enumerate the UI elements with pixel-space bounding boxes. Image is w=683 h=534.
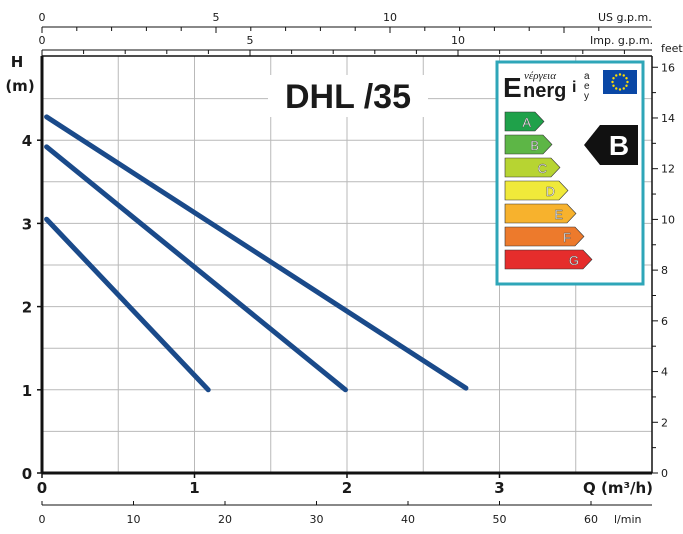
y-tick-label: 4 xyxy=(22,132,32,150)
eu-star xyxy=(618,73,622,76)
energy-wordmark-e: E xyxy=(503,72,522,103)
energy-class-bar xyxy=(504,111,545,132)
energy-class-letter: C xyxy=(538,161,547,176)
x-tick-label: 2 xyxy=(342,479,352,497)
eu-star xyxy=(622,87,625,90)
lmin-axis-label: l/min xyxy=(614,513,642,526)
energy-wordmark-small-y: y xyxy=(584,91,589,102)
lmin-tick-label: 60 xyxy=(584,513,598,526)
lmin-tick-label: 40 xyxy=(401,513,415,526)
y-axis-label: H xyxy=(11,53,24,71)
feet-tick-label: 8 xyxy=(661,264,668,277)
us-gpm-tick-label: 5 xyxy=(213,11,220,24)
feet-tick-label: 0 xyxy=(661,467,668,480)
feet-tick-label: 12 xyxy=(661,163,675,176)
energy-rating-letter: B xyxy=(609,130,629,161)
chart-title: DHL /35 xyxy=(285,78,411,116)
energy-class-letter: D xyxy=(546,184,555,199)
energy-class-letter: E xyxy=(554,207,563,222)
lmin-tick-label: 0 xyxy=(39,513,46,526)
energy-class-bar xyxy=(504,226,585,247)
x-tick-label: 1 xyxy=(189,479,199,497)
eu-star xyxy=(615,87,618,90)
lmin-tick-label: 10 xyxy=(126,513,140,526)
energy-wordmark-small-a: a xyxy=(584,71,590,82)
eu-star xyxy=(622,74,625,77)
eu-star xyxy=(615,74,618,77)
title-background xyxy=(268,75,428,117)
feet-tick-label: 6 xyxy=(661,315,668,328)
lmin-tick-label: 20 xyxy=(218,513,232,526)
axes xyxy=(37,26,658,506)
eu-star xyxy=(626,80,629,84)
feet-tick-label: 10 xyxy=(661,213,675,226)
energy-class-letter: F xyxy=(563,230,571,245)
energy-class-letter: G xyxy=(569,253,579,268)
feet-axis-label: feet xyxy=(661,42,683,55)
energy-wordmark-greek: νέργεια xyxy=(524,70,556,82)
imp-gpm-tick-label: 5 xyxy=(247,34,254,47)
energy-class-bar xyxy=(504,203,577,224)
energy-rating-marker: B xyxy=(584,125,638,165)
pump-curve-line xyxy=(44,144,348,393)
eu-star xyxy=(611,80,614,84)
energy-class-letter: A xyxy=(522,115,531,130)
eu-star xyxy=(625,77,628,80)
y-tick-label: 1 xyxy=(22,382,32,400)
lmin-tick-label: 50 xyxy=(492,513,506,526)
y-tick-label: 0 xyxy=(22,465,32,483)
energy-class-bar xyxy=(504,180,569,201)
y-axis-unit: (m) xyxy=(5,77,34,95)
energy-class-letter: B xyxy=(530,138,539,153)
lmin-tick-label: 30 xyxy=(309,513,323,526)
y-tick-label: 2 xyxy=(22,299,32,317)
imp-gpm-tick-label: 10 xyxy=(451,34,465,47)
eu-star xyxy=(625,84,628,87)
energy-class-bar xyxy=(504,249,593,270)
x-axis-label: Q (m³/h) xyxy=(583,479,653,497)
eu-star xyxy=(612,84,615,87)
feet-tick-label: 14 xyxy=(661,112,675,125)
series xyxy=(44,114,469,393)
imp-gpm-axis-label: Imp. g.p.m. xyxy=(590,34,653,47)
feet-tick-label: 4 xyxy=(661,366,668,379)
eu-star xyxy=(612,77,615,80)
energy-wordmark-rest: nerg xyxy=(523,80,566,102)
energy-class-bar xyxy=(504,134,553,155)
x-tick-label: 0 xyxy=(37,479,47,497)
energy-class-bar xyxy=(504,157,561,178)
pump-curve-line xyxy=(44,114,469,391)
pump-curve-line xyxy=(44,216,211,393)
eu-flag-icon xyxy=(603,70,637,94)
feet-tick-label: 16 xyxy=(661,61,675,74)
feet-tick-label: 2 xyxy=(661,416,668,429)
energy-wordmark-small-e: e xyxy=(584,81,590,92)
eu-star xyxy=(618,88,622,91)
y-tick-label: 3 xyxy=(22,215,32,233)
imp-gpm-tick-label: 0 xyxy=(39,34,46,47)
energy-wordmark-small-i: i xyxy=(572,79,576,96)
us-gpm-tick-label: 0 xyxy=(39,11,46,24)
us-gpm-tick-label: 10 xyxy=(383,11,397,24)
us-gpm-axis-label: US g.p.m. xyxy=(598,11,652,24)
x-tick-label: 3 xyxy=(494,479,504,497)
